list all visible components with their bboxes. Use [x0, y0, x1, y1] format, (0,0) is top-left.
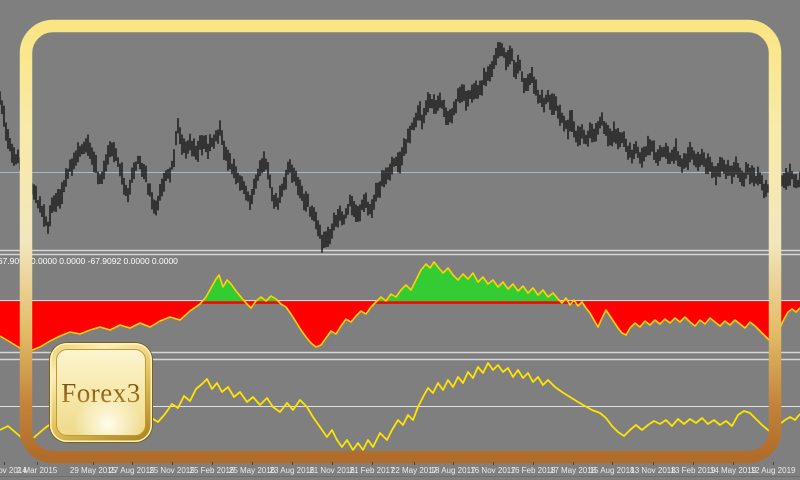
date-label: 16 Feb 2018 [510, 466, 556, 475]
date-label: 27 Aug 2015 [109, 466, 155, 475]
date-label: 23 Aug 2016 [269, 466, 315, 475]
axis-tick [332, 462, 333, 465]
axis-tick [37, 462, 38, 465]
date-label: 21 Feb 2017 [349, 466, 395, 475]
axis-tick [533, 462, 534, 465]
axis-tick [493, 462, 494, 465]
axis-tick [132, 462, 133, 465]
axis-tick [252, 462, 253, 465]
axis-tick [93, 462, 94, 465]
axis-tick [612, 462, 613, 465]
date-label: 17 May 2018 [549, 466, 597, 475]
indicator-values-text: -67.9092 0.0000 0.0000 -67.9092 0.0000 0… [0, 256, 178, 266]
forex3-logo-face: Forex3 [56, 349, 146, 436]
axis-tick [733, 462, 734, 465]
date-label: 13 Feb 2019 [670, 466, 716, 475]
date-label: 25 Nov 2015 [149, 466, 195, 475]
date-label: 12 Aug 2019 [750, 466, 796, 475]
date-label: 16 Nov 2017 [470, 466, 516, 475]
axis-tick [172, 462, 173, 465]
date-label: 21 Nov 2016 [309, 466, 355, 475]
forex3-logo: Forex3 [50, 343, 152, 442]
axis-tick [573, 462, 574, 465]
date-label: 13 Nov 2018 [630, 466, 676, 475]
axis-tick [372, 462, 373, 465]
date-label: 29 May 2015 [69, 466, 117, 475]
axis-tick [693, 462, 694, 465]
axis-tick [4, 462, 5, 465]
axis-tick [773, 462, 774, 465]
axis-tick [653, 462, 654, 465]
date-label: 27 Nov 2014 [0, 466, 27, 475]
date-label: 22 May 2017 [390, 466, 438, 475]
date-label: 14 May 2019 [709, 466, 757, 475]
forex3-logo-text: Forex3 [61, 378, 141, 408]
axis-tick [212, 462, 213, 465]
axis-tick [453, 462, 454, 465]
axis-tick [414, 462, 415, 465]
date-label: 2 Mar 2015 [16, 466, 58, 475]
axis-tick [292, 462, 293, 465]
date-label: 18 Aug 2017 [430, 466, 476, 475]
axis-bottom-separator [0, 476, 800, 477]
date-label: 15 Aug 2018 [589, 466, 635, 475]
date-label: 25 May 2016 [228, 466, 276, 475]
date-label: 25 Feb 2016 [189, 466, 235, 475]
